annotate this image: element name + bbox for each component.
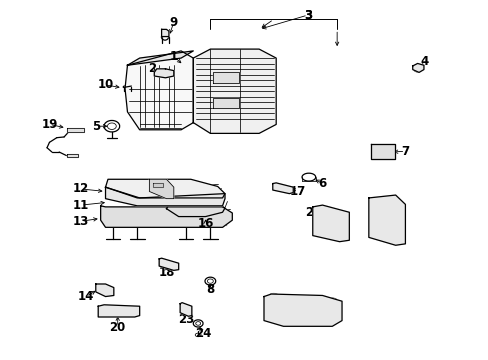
Text: 3: 3 <box>303 9 311 22</box>
Text: 11: 11 <box>73 199 89 212</box>
Polygon shape <box>125 51 193 130</box>
Text: 20: 20 <box>109 320 125 333</box>
Polygon shape <box>154 69 173 78</box>
Text: 12: 12 <box>73 183 89 195</box>
Polygon shape <box>161 30 168 37</box>
Polygon shape <box>212 98 238 108</box>
Text: 17: 17 <box>289 185 305 198</box>
Text: 2: 2 <box>147 62 156 75</box>
Polygon shape <box>212 72 238 83</box>
Text: 23: 23 <box>178 312 194 326</box>
Polygon shape <box>153 183 162 187</box>
Polygon shape <box>412 63 423 72</box>
Polygon shape <box>127 51 193 65</box>
Text: 13: 13 <box>73 215 89 228</box>
Text: 3: 3 <box>303 9 311 22</box>
Text: 10: 10 <box>97 78 113 91</box>
Text: 6: 6 <box>318 177 326 190</box>
Text: 9: 9 <box>169 16 178 29</box>
Text: 7: 7 <box>401 145 408 158</box>
Text: 5: 5 <box>91 120 100 133</box>
Text: 22: 22 <box>304 207 320 220</box>
Polygon shape <box>105 179 224 198</box>
Polygon shape <box>66 128 83 132</box>
Polygon shape <box>370 144 394 159</box>
Text: 21: 21 <box>382 203 398 216</box>
Polygon shape <box>105 187 224 206</box>
Polygon shape <box>264 294 341 326</box>
Polygon shape <box>166 200 224 217</box>
Text: 24: 24 <box>194 327 211 340</box>
Polygon shape <box>312 205 348 242</box>
Polygon shape <box>193 49 276 134</box>
Polygon shape <box>96 284 114 297</box>
Polygon shape <box>98 305 140 317</box>
Text: 8: 8 <box>206 283 214 296</box>
Polygon shape <box>368 195 405 245</box>
Text: 16: 16 <box>197 217 213 230</box>
Polygon shape <box>272 183 293 194</box>
Polygon shape <box>66 154 78 157</box>
Text: 4: 4 <box>420 55 428 68</box>
Polygon shape <box>180 303 191 316</box>
Text: 15: 15 <box>285 310 301 324</box>
Text: 18: 18 <box>158 266 174 279</box>
Text: 1: 1 <box>169 50 178 63</box>
Text: 19: 19 <box>41 118 58 131</box>
Text: 14: 14 <box>78 290 94 303</box>
Polygon shape <box>149 179 173 199</box>
Polygon shape <box>101 206 232 227</box>
Polygon shape <box>159 258 178 270</box>
